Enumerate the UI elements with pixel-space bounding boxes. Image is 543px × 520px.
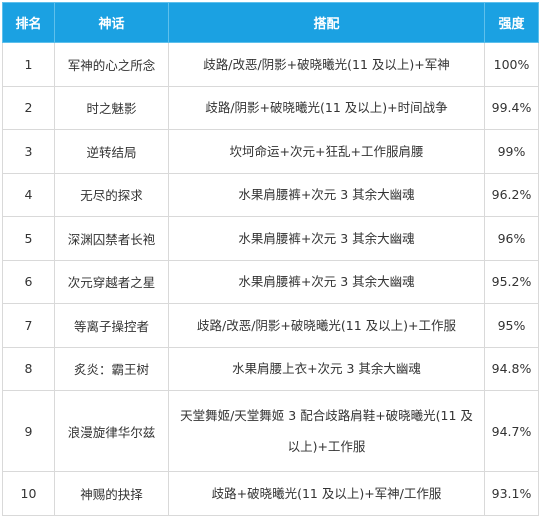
rank-cell: 2	[2, 85, 55, 130]
header-rank: 排名	[2, 2, 55, 43]
table-row: 8 炙炎：霸王树 水果肩腰上衣+次元 3 其余大幽魂 94.8%	[2, 346, 539, 391]
rank-cell: 5	[2, 216, 55, 261]
combo-cell: 歧路+破晓曦光(11 及以上)+军神/工作服	[168, 471, 485, 516]
rank-cell: 3	[2, 129, 55, 174]
strength-cell: 99%	[484, 129, 539, 174]
name-cell: 炙炎：霸王树	[54, 346, 169, 391]
rank-cell: 9	[2, 390, 55, 472]
combo-cell: 水果肩腰上衣+次元 3 其余大幽魂	[168, 346, 485, 391]
name-cell: 浪漫旋律华尔兹	[54, 390, 169, 472]
strength-cell: 96%	[484, 216, 539, 261]
table-row: 7 等离子操控者 歧路/改恶/阴影+破晓曦光(11 及以上)+工作服 95%	[2, 303, 539, 348]
name-cell: 等离子操控者	[54, 303, 169, 348]
mythic-ranking-table: 排名 神话 搭配 强度 1 军神的心之所念 歧路/改恶/阴影+破晓曦光(11 及…	[2, 2, 539, 516]
name-cell: 时之魅影	[54, 85, 169, 130]
table-row: 1 军神的心之所念 歧路/改恶/阴影+破晓曦光(11 及以上)+军神 100%	[2, 42, 539, 87]
rank-cell: 7	[2, 303, 55, 348]
table-row: 6 次元穿越者之星 水果肩腰裤+次元 3 其余大幽魂 95.2%	[2, 259, 539, 304]
strength-cell: 96.2%	[484, 172, 539, 217]
header-name: 神话	[54, 2, 169, 43]
table-row: 5 深渊囚禁者长袍 水果肩腰裤+次元 3 其余大幽魂 96%	[2, 216, 539, 261]
strength-cell: 94.8%	[484, 346, 539, 391]
strength-cell: 93.1%	[484, 471, 539, 516]
strength-cell: 100%	[484, 42, 539, 87]
rank-cell: 10	[2, 471, 55, 516]
table-row: 10 神赐的抉择 歧路+破晓曦光(11 及以上)+军神/工作服 93.1%	[2, 471, 539, 516]
table-row: 3 逆转结局 坎坷命运+次元+狂乱+工作服肩腰 99%	[2, 129, 539, 174]
name-cell: 神赐的抉择	[54, 471, 169, 516]
combo-cell: 水果肩腰裤+次元 3 其余大幽魂	[168, 259, 485, 304]
combo-cell: 歧路/改恶/阴影+破晓曦光(11 及以上)+军神	[168, 42, 485, 87]
strength-cell: 95.2%	[484, 259, 539, 304]
combo-cell: 天堂舞姬/天堂舞姬 3 配合歧路肩鞋+破晓曦光(11 及以上)+工作服	[168, 390, 485, 472]
combo-cell: 坎坷命运+次元+狂乱+工作服肩腰	[168, 129, 485, 174]
rank-cell: 6	[2, 259, 55, 304]
rank-cell: 8	[2, 346, 55, 391]
name-cell: 次元穿越者之星	[54, 259, 169, 304]
rank-cell: 1	[2, 42, 55, 87]
strength-cell: 99.4%	[484, 85, 539, 130]
table-row: 4 无尽的探求 水果肩腰裤+次元 3 其余大幽魂 96.2%	[2, 172, 539, 217]
name-cell: 逆转结局	[54, 129, 169, 174]
table-header-row: 排名 神话 搭配 强度	[2, 2, 539, 43]
combo-cell: 水果肩腰裤+次元 3 其余大幽魂	[168, 172, 485, 217]
combo-cell: 水果肩腰裤+次元 3 其余大幽魂	[168, 216, 485, 261]
header-strength: 强度	[484, 2, 539, 43]
strength-cell: 94.7%	[484, 390, 539, 472]
combo-cell: 歧路/改恶/阴影+破晓曦光(11 及以上)+工作服	[168, 303, 485, 348]
mythic-ranking-table-container: 排名 神话 搭配 强度 1 军神的心之所念 歧路/改恶/阴影+破晓曦光(11 及…	[2, 2, 539, 516]
name-cell: 军神的心之所念	[54, 42, 169, 87]
combo-cell: 歧路/阴影+破晓曦光(11 及以上)+时间战争	[168, 85, 485, 130]
table-row: 2 时之魅影 歧路/阴影+破晓曦光(11 及以上)+时间战争 99.4%	[2, 85, 539, 130]
name-cell: 深渊囚禁者长袍	[54, 216, 169, 261]
table-row: 9 浪漫旋律华尔兹 天堂舞姬/天堂舞姬 3 配合歧路肩鞋+破晓曦光(11 及以上…	[2, 390, 539, 472]
strength-cell: 95%	[484, 303, 539, 348]
name-cell: 无尽的探求	[54, 172, 169, 217]
rank-cell: 4	[2, 172, 55, 217]
header-combo: 搭配	[168, 2, 485, 43]
